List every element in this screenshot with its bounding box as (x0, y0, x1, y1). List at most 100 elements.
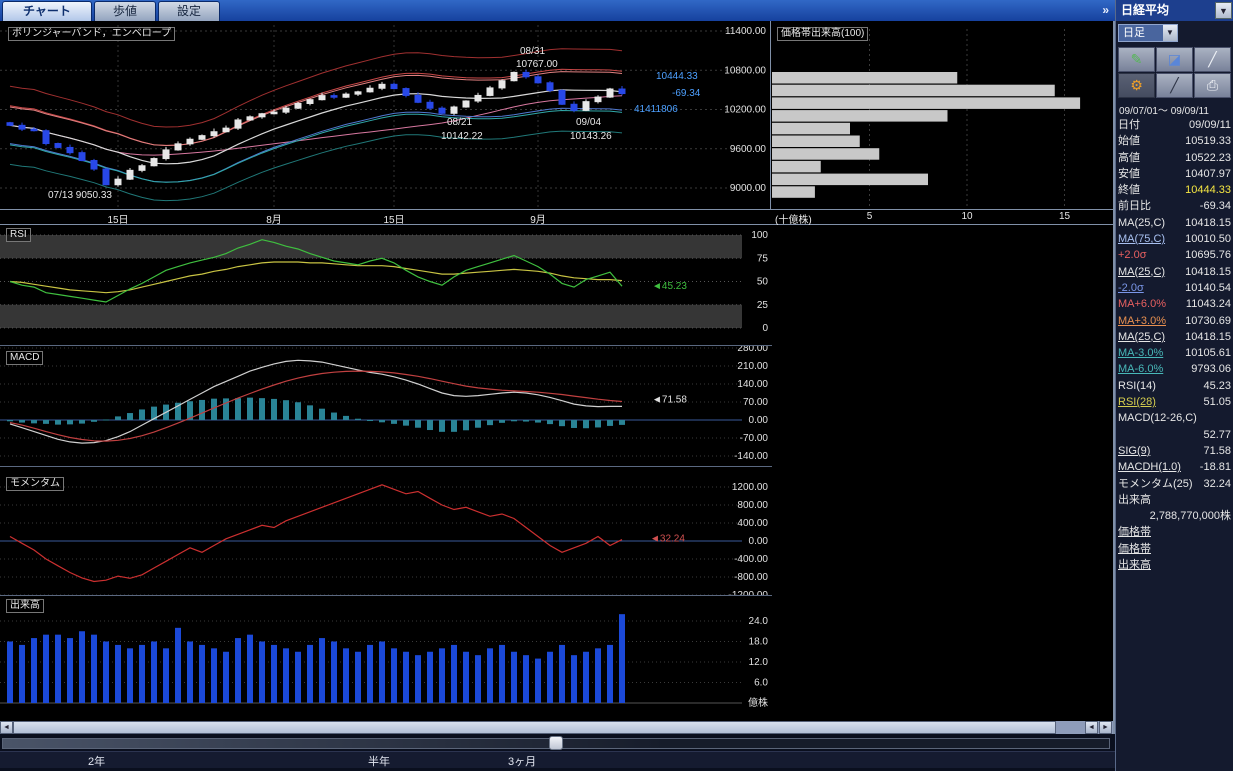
tab-overflow-icon[interactable]: » (1102, 3, 1109, 17)
volume-panel[interactable]: 24.0 18.0 12.0 6.0 億株 (0, 596, 772, 721)
sidebar-row-label[interactable]: MA-3.0% (1118, 347, 1164, 360)
volume-panel-label: 出来高 (6, 599, 44, 613)
tab-chart[interactable]: チャート (2, 1, 92, 21)
sidebar-data-row: MA(25,C) 10418.15 (1116, 215, 1233, 231)
sidebar-row-label[interactable]: MA+3.0% (1118, 314, 1166, 327)
sidebar-data-row[interactable]: MA-3.0% 10105.61 (1116, 345, 1233, 361)
x-axis-label: 15日 (107, 215, 129, 226)
sidebar-data-row[interactable]: 出来高 (1116, 557, 1233, 573)
sidebar-row-value: 10140.54 (1185, 281, 1231, 294)
sidebar-row-value: 52.77 (1203, 428, 1231, 441)
sidebar-data-row: 52.77 (1116, 427, 1233, 443)
svg-text:10200.00: 10200.00 (724, 105, 766, 116)
rsi-panel-label: RSI (6, 228, 31, 242)
scroll-step-right-icon[interactable]: ► (1099, 721, 1112, 734)
svg-text:0: 0 (762, 323, 768, 334)
chart-divider (770, 21, 771, 209)
sidebar-data-row[interactable]: MA(25,C) 10418.15 (1116, 329, 1233, 345)
sidebar-row-label: RSI(14) (1118, 379, 1156, 392)
scroll-step-left-icon[interactable]: ◄ (1085, 721, 1098, 734)
sidebar-data-row[interactable]: SIG(9) 71.58 (1116, 443, 1233, 459)
sidebar-row-label[interactable]: -2.0σ (1118, 281, 1144, 294)
sidebar-data-row: RSI(14) 45.23 (1116, 378, 1233, 394)
rsi-panel[interactable]: 100 75 50 25 0 ◄45.23 (0, 225, 772, 346)
sidebar-data-row[interactable]: MA-6.0% 9793.06 (1116, 361, 1233, 377)
sidebar-data-row: MACD(12-26,C) (1116, 410, 1233, 426)
trendline-tool-button[interactable]: ╱ (1156, 73, 1193, 98)
sidebar-row-value: 10418.15 (1185, 330, 1231, 343)
svg-text:210.00: 210.00 (737, 361, 768, 372)
svg-text:10142.22: 10142.22 (441, 131, 483, 142)
tab-bar: チャート 歩値 設定 » (0, 0, 1115, 21)
sidebar-data-row[interactable]: MA(75,C) 10010.50 (1116, 231, 1233, 247)
sidebar-data-row[interactable]: -2.0σ 10140.54 (1116, 280, 1233, 296)
tab-settings[interactable]: 設定 (158, 1, 220, 21)
svg-text:10767.00: 10767.00 (516, 59, 558, 70)
x-axis-row: 15日 8月 15日 9月 (十億株) 5 10 15 (0, 209, 1113, 226)
range-slider-strip: 2年 半年 3ヶ月 (0, 734, 1115, 771)
range-slider-thumb[interactable] (549, 736, 563, 750)
period-selector[interactable]: 日足 ▼ (1118, 24, 1178, 42)
volume-profile-title: 価格帯出来高(100) (777, 27, 869, 41)
sidebar-data-row[interactable]: 価格帯 (1116, 524, 1233, 540)
sidebar-row-label[interactable]: RSI(28) (1118, 396, 1156, 409)
volume-by-price-chart[interactable] (772, 21, 1113, 209)
svg-text:10444.33: 10444.33 (656, 71, 698, 82)
sidebar-row-value: 10730.69 (1185, 314, 1231, 327)
sidebar-data-row[interactable]: MA(25,C) 10418.15 (1116, 264, 1233, 280)
sidebar-row-label[interactable]: 価格帯 (1118, 526, 1151, 539)
sidebar-data-row: 終値 10444.33 (1116, 182, 1233, 198)
svg-text:09/04: 09/04 (576, 117, 601, 128)
sidebar-data-row: 始値 10519.33 (1116, 133, 1233, 149)
sidebar-row-label: 前日比 (1118, 200, 1151, 213)
sidebar-row-label[interactable]: MA(25,C) (1118, 265, 1166, 278)
macd-panel[interactable]: 280.00 210.00 140.00 70.00 0.00 -70.00 -140.00… (0, 346, 772, 467)
scroll-left-icon[interactable]: ◄ (0, 721, 13, 734)
sidebar-row-label[interactable]: 価格帯 (1118, 542, 1151, 555)
x-axis-label: 9月 (530, 215, 546, 226)
tab-quotes[interactable]: 歩値 (94, 1, 156, 21)
svg-text:18.0: 18.0 (749, 636, 769, 647)
svg-text:07/13 9050.33: 07/13 9050.33 (48, 190, 112, 201)
sidebar-data-row[interactable]: 価格帯 (1116, 541, 1233, 557)
svg-text:280.00: 280.00 (737, 346, 768, 354)
print-icon: ⎙ (1206, 77, 1219, 93)
line-tool-icon: ╱ (1208, 51, 1217, 67)
svg-text:-140.00: -140.00 (734, 451, 768, 462)
trendline-tool-icon: ╱ (1170, 77, 1179, 93)
settings-gear-button[interactable]: ⚙ (1118, 73, 1155, 98)
svg-text:800.00: 800.00 (737, 500, 768, 511)
sidebar-data-row[interactable]: MA+3.0% 10730.69 (1116, 313, 1233, 329)
draw-pencil-button[interactable]: ✎ (1118, 47, 1155, 72)
svg-text:70.00: 70.00 (743, 397, 768, 408)
symbol-title: 日経平均 (1121, 3, 1170, 17)
x-axis-label: 5 (866, 211, 873, 222)
sidebar-row-value: -69.34 (1199, 200, 1231, 213)
sidebar-row-label[interactable]: SIG(9) (1118, 444, 1151, 457)
sidebar-row-value: 10444.33 (1185, 184, 1231, 197)
symbol-dropdown-icon[interactable]: ▼ (1215, 2, 1232, 19)
horizontal-scrollbar[interactable]: ◄ ◄ ► (0, 721, 1113, 734)
momentum-panel[interactable]: 1200.00 800.00 400.00 0.00 -400.00 -800.00 -12… (0, 467, 772, 596)
range-slider-labels: 2年 半年 3ヶ月 (0, 751, 1115, 768)
range-label: 2年 (88, 756, 106, 768)
sidebar-row-label[interactable]: MA(25,C) (1118, 330, 1166, 343)
sidebar-row-label[interactable]: MA(75,C) (1118, 233, 1166, 246)
sidebar-data-row[interactable]: RSI(28) 51.05 (1116, 394, 1233, 410)
print-button[interactable]: ⎙ (1194, 73, 1231, 98)
sidebar-row-label: MACD(12-26,C) (1118, 412, 1197, 425)
sidebar-row-value: -18.81 (1199, 461, 1231, 474)
x-axis-label: (十億株) (775, 215, 812, 226)
sidebar-data-row[interactable]: MACDH(1.0) -18.81 (1116, 459, 1233, 475)
scrollbar-thumb[interactable] (13, 721, 1056, 734)
x-axis-label: 15 (1058, 211, 1071, 222)
sidebar-row-label[interactable]: MA-6.0% (1118, 363, 1164, 376)
sidebar-data-row: 2,788,770,000株 (1116, 508, 1233, 524)
x-axis-label: 10 (961, 211, 973, 222)
period-dropdown-icon[interactable]: ▼ (1163, 25, 1177, 41)
line-tool-button[interactable]: ╱ (1194, 47, 1231, 72)
highlight-tool-button[interactable]: ◪ (1156, 47, 1193, 72)
sidebar-row-label[interactable]: MACDH(1.0) (1118, 461, 1181, 474)
sidebar-row-label[interactable]: 出来高 (1118, 559, 1151, 572)
price-chart[interactable]: 11400.00 10800.00 10200.00 9600.00 9000.00 08… (0, 21, 770, 209)
